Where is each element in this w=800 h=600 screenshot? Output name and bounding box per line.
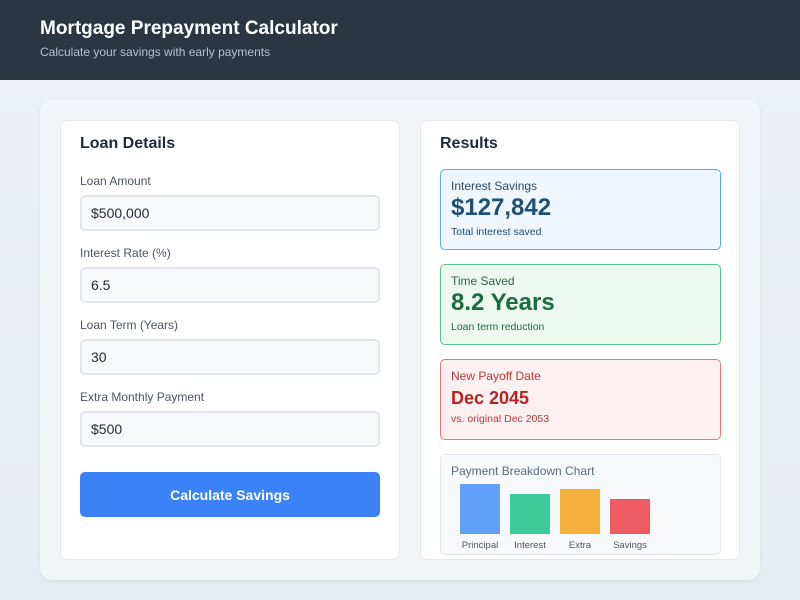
interest-rate-input[interactable] xyxy=(80,267,380,303)
loan-term-input[interactable] xyxy=(80,339,380,375)
payoff-date-card: New Payoff Date Dec 2045 vs. original De… xyxy=(440,359,721,440)
payoff-date-caption: vs. original Dec 2053 xyxy=(451,413,550,425)
interest-rate-group: Interest Rate (%) xyxy=(80,246,380,303)
chart-label-extra: Extra xyxy=(569,540,592,551)
extra-payment-input[interactable] xyxy=(80,411,380,447)
chart-bar-interest xyxy=(510,494,550,534)
page-title: Mortgage Prepayment Calculator xyxy=(40,18,338,39)
chart-bar-savings xyxy=(610,499,650,534)
chart-bar-extra xyxy=(560,489,600,534)
loan-term-label: Loan Term (Years) xyxy=(80,318,179,332)
interest-savings-value: $127,842 xyxy=(451,194,552,221)
loan-amount-group: Loan Amount xyxy=(80,174,380,231)
interest-savings-label: Interest Savings xyxy=(451,179,538,193)
calculator-panel: Loan Details Loan Amount Interest Rate (… xyxy=(40,100,760,580)
chart-label-principal: Principal xyxy=(462,540,498,551)
loan-amount-input[interactable] xyxy=(80,195,380,231)
calculate-savings-button[interactable]: Calculate Savings xyxy=(80,472,380,517)
chart-label-savings: Savings xyxy=(613,540,647,551)
payment-breakdown-chart: Payment Breakdown Chart Principal Interes… xyxy=(440,454,721,555)
chart-canvas: Principal Interest Extra Savings xyxy=(460,484,650,551)
loan-term-group: Loan Term (Years) xyxy=(80,318,380,375)
results-card: Results Interest Savings $127,842 Total … xyxy=(420,120,740,560)
chart-label-interest: Interest xyxy=(514,540,546,551)
results-heading: Results xyxy=(440,135,498,152)
extra-payment-group: Extra Monthly Payment xyxy=(80,390,380,447)
payoff-date-value: Dec 2045 xyxy=(451,388,530,408)
time-saved-label: Time Saved xyxy=(451,274,515,288)
payoff-date-label: New Payoff Date xyxy=(451,369,541,383)
interest-rate-label: Interest Rate (%) xyxy=(80,246,171,260)
loan-details-card: Loan Details Loan Amount Interest Rate (… xyxy=(60,120,400,560)
loan-details-heading: Loan Details xyxy=(80,135,176,152)
interest-savings-caption: Total interest saved xyxy=(451,226,542,238)
time-saved-caption: Loan term reduction xyxy=(451,321,545,333)
loan-form: Loan Amount Interest Rate (%) Loan Term … xyxy=(80,174,380,447)
chart-title: Payment Breakdown Chart xyxy=(451,464,595,478)
interest-savings-card: Interest Savings $127,842 Total interest… xyxy=(440,169,721,250)
app-header: Mortgage Prepayment Calculator Calculate… xyxy=(0,0,800,80)
time-saved-value: 8.2 Years xyxy=(451,289,555,316)
loan-amount-label: Loan Amount xyxy=(80,174,151,188)
extra-payment-label: Extra Monthly Payment xyxy=(80,390,205,404)
chart-bar-principal xyxy=(460,484,500,534)
page-subtitle: Calculate your savings with early paymen… xyxy=(40,45,271,59)
time-saved-card: Time Saved 8.2 Years Loan term reduction xyxy=(440,264,721,345)
